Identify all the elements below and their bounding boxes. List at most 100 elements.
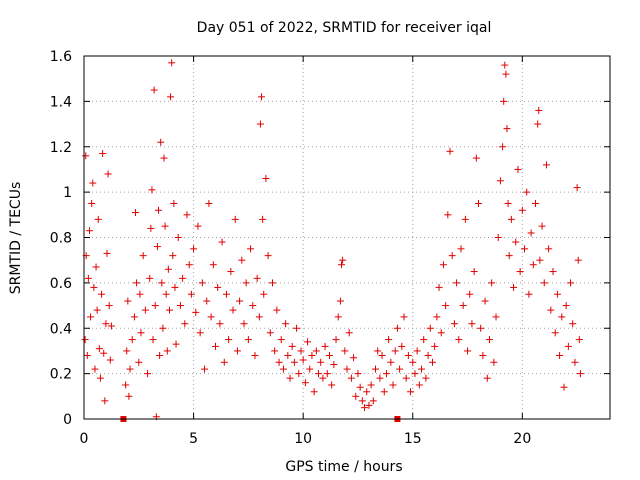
data-point xyxy=(461,215,469,223)
data-point xyxy=(455,336,463,344)
data-point xyxy=(85,227,93,235)
data-point xyxy=(391,347,399,355)
data-point xyxy=(135,358,143,366)
x-tick-label: 0 xyxy=(80,431,89,447)
data-point xyxy=(435,283,443,291)
data-point xyxy=(262,175,270,183)
data-point xyxy=(124,297,132,305)
data-point xyxy=(407,388,415,396)
data-point xyxy=(404,351,412,359)
data-point xyxy=(207,313,215,321)
data-point xyxy=(198,279,206,287)
data-point xyxy=(227,268,235,276)
data-point xyxy=(205,199,213,207)
y-tick-label: 0.8 xyxy=(50,231,72,247)
data-point xyxy=(190,245,198,253)
data-point xyxy=(503,125,511,133)
data-point xyxy=(433,313,441,321)
x-tick-label: 20 xyxy=(513,431,531,447)
data-point xyxy=(382,370,390,378)
data-point xyxy=(201,365,209,373)
data-point xyxy=(468,320,476,328)
data-point xyxy=(216,320,224,328)
data-point xyxy=(94,215,102,223)
data-point xyxy=(89,179,97,187)
data-point xyxy=(516,268,524,276)
data-point xyxy=(164,265,172,273)
data-point xyxy=(295,370,303,378)
data-point xyxy=(146,274,154,282)
data-point xyxy=(293,324,301,332)
data-point xyxy=(88,199,96,207)
y-tick-label: 0.6 xyxy=(50,276,72,292)
data-point xyxy=(453,279,461,287)
data-point xyxy=(538,222,546,230)
data-point xyxy=(306,365,314,373)
data-point xyxy=(106,356,114,364)
data-point xyxy=(286,374,294,382)
data-point xyxy=(420,336,428,344)
data-point xyxy=(402,374,410,382)
data-point xyxy=(275,358,283,366)
data-point xyxy=(573,184,581,192)
data-point xyxy=(400,313,408,321)
data-point xyxy=(132,209,140,217)
grid xyxy=(84,56,610,419)
data-point xyxy=(352,392,360,400)
data-point xyxy=(567,279,575,287)
data-point xyxy=(105,302,113,310)
data-point xyxy=(437,329,445,337)
data-point xyxy=(155,206,163,214)
data-point xyxy=(424,351,432,359)
data-point xyxy=(477,324,485,332)
data-point xyxy=(549,268,557,276)
data-point xyxy=(536,256,544,264)
data-point xyxy=(277,336,285,344)
data-point xyxy=(258,93,266,101)
data-point xyxy=(308,351,316,359)
data-point xyxy=(481,297,489,305)
data-point xyxy=(209,261,217,269)
data-point xyxy=(576,370,584,378)
y-tick-label: 1.4 xyxy=(50,94,72,110)
data-point xyxy=(181,320,189,328)
data-point xyxy=(411,370,419,378)
data-point xyxy=(233,347,241,355)
data-point xyxy=(171,283,179,291)
data-point xyxy=(84,274,92,282)
data-point xyxy=(165,306,173,314)
data-point xyxy=(144,370,152,378)
data-point xyxy=(82,152,90,160)
data-point xyxy=(490,358,498,366)
data-point xyxy=(266,329,274,337)
data-point xyxy=(90,283,98,291)
data-point xyxy=(450,320,458,328)
data-point xyxy=(196,329,204,337)
data-point xyxy=(380,388,388,396)
data-point xyxy=(81,336,89,344)
data-point xyxy=(149,336,157,344)
data-point xyxy=(192,308,200,316)
data-point xyxy=(256,120,264,128)
data-point xyxy=(179,274,187,282)
data-point xyxy=(367,381,375,389)
data-point xyxy=(312,347,320,355)
data-point xyxy=(409,358,417,366)
data-point xyxy=(428,358,436,366)
data-point xyxy=(547,306,555,314)
data-point xyxy=(104,170,112,178)
data-point xyxy=(485,336,493,344)
data-point xyxy=(253,274,261,282)
data-point xyxy=(158,279,166,287)
data-point xyxy=(214,283,222,291)
data-point xyxy=(279,365,287,373)
data-point xyxy=(304,338,312,346)
data-point xyxy=(502,70,510,78)
data-point xyxy=(168,59,176,67)
data-point xyxy=(328,381,336,389)
data-point xyxy=(163,347,171,355)
data-point xyxy=(147,224,155,232)
data-point xyxy=(159,324,167,332)
data-point xyxy=(350,354,358,362)
data-point xyxy=(130,313,138,321)
